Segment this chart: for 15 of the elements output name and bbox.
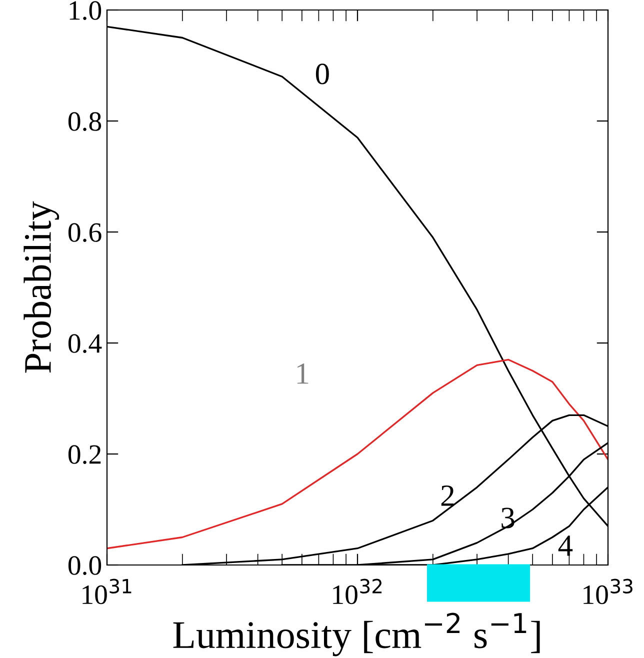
x-tick-label: 10$^{31}$ [82,578,132,604]
y-tick-label: 0.2 [68,445,101,464]
series-label: 2 [441,486,454,506]
y-tick-label: 0.8 [68,112,102,132]
y-tick-label: 0.0 [68,556,102,576]
y-tick-label: 1.0 [70,1,102,20]
series-label: 0 [316,64,329,84]
y-axis-title: Probability [24,201,60,373]
y-tick-label: 0.6 [68,223,102,242]
x-tick-label: 10$^{33}$ [584,578,632,604]
series-label: 4 [558,536,573,556]
x-axis-title: Luminosity [cm$^{−2}$ s$^{−1}$] [173,612,540,656]
text: 1 [297,363,308,384]
x-tick-label: 10$^{32}$ [333,578,382,604]
y-tick-label: 0.4 [68,334,102,354]
